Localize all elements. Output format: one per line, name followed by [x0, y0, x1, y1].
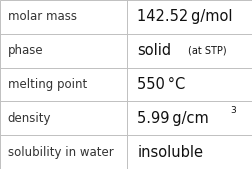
Text: (at STP): (at STP) [188, 46, 226, 56]
Text: molar mass: molar mass [8, 10, 77, 23]
Text: 550 °C: 550 °C [137, 77, 185, 92]
Text: phase: phase [8, 44, 43, 57]
Text: solid: solid [137, 43, 171, 58]
Text: 3: 3 [230, 106, 236, 115]
Text: 5.99 g/cm: 5.99 g/cm [137, 111, 209, 126]
Text: solubility in water: solubility in water [8, 146, 113, 159]
Text: insoluble: insoluble [137, 145, 203, 160]
Text: density: density [8, 112, 51, 125]
Text: 142.52 g/mol: 142.52 g/mol [137, 9, 233, 24]
Text: melting point: melting point [8, 78, 87, 91]
